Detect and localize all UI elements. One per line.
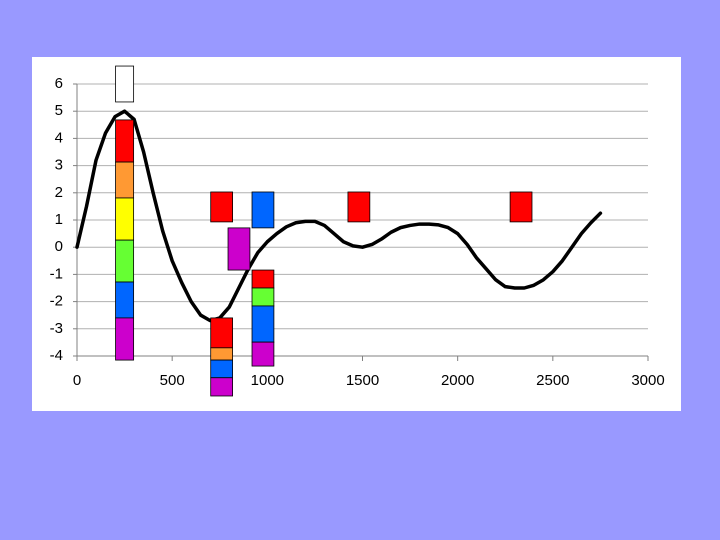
x-tick-label: 1000 <box>251 372 284 389</box>
box <box>115 119 135 163</box>
line <box>75 109 603 323</box>
box <box>210 317 233 349</box>
box <box>251 287 275 307</box>
box <box>115 161 135 199</box>
box <box>509 191 533 223</box>
box <box>210 359 233 379</box>
box <box>210 347 233 361</box>
y-tick-label: 0 <box>55 238 63 255</box>
plot-panel <box>32 57 681 411</box>
x-tick-label: 500 <box>160 372 185 389</box>
box <box>115 317 135 361</box>
box <box>210 377 233 397</box>
box <box>115 65 135 103</box>
y-tick-label: -3 <box>50 320 63 337</box>
box <box>227 227 251 271</box>
y-tick-label: -4 <box>50 347 63 364</box>
y-tick-label: -2 <box>50 293 63 310</box>
box <box>115 281 135 319</box>
x-tick-label: 2000 <box>441 372 474 389</box>
y-tick-label: 2 <box>55 184 63 201</box>
box <box>347 191 371 223</box>
box <box>251 341 275 367</box>
y-tick-label: -1 <box>50 265 63 282</box>
box <box>115 197 135 241</box>
box <box>210 191 233 223</box>
x-tick-label: 2500 <box>536 372 569 389</box>
box <box>251 305 275 343</box>
y-tick-label: 5 <box>55 102 63 119</box>
x-tick-label: 3000 <box>631 372 664 389</box>
y-tick-label: 6 <box>55 75 63 92</box>
box <box>251 191 275 229</box>
box <box>251 269 275 289</box>
y-tick-label: 4 <box>55 129 63 146</box>
y-tick-label: 1 <box>55 211 63 228</box>
x-tick-label: 0 <box>73 372 81 389</box>
x-tick-label: 1500 <box>346 372 379 389</box>
y-tick-label: 3 <box>55 157 63 174</box>
box <box>115 239 135 283</box>
